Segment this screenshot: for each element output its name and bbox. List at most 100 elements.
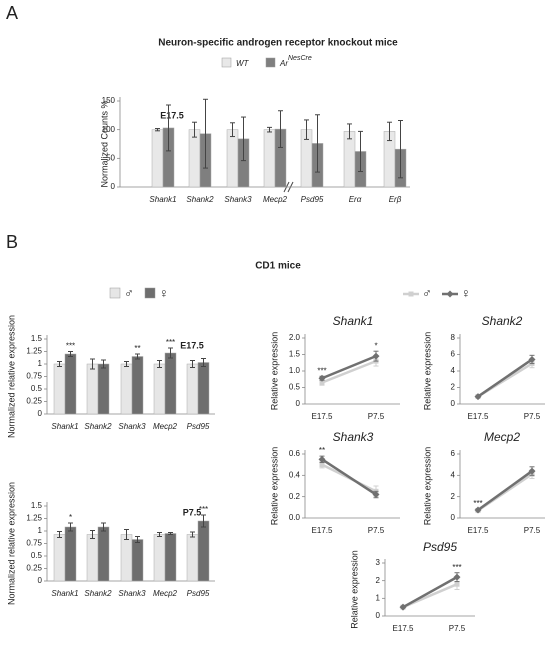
y-tick-label: 1.5 [31, 501, 43, 510]
y-tick-label: 2 [376, 576, 381, 585]
x-tick-label: E17.5 [393, 624, 414, 633]
legend-label: Ar [279, 59, 288, 68]
marker [474, 393, 482, 401]
marker [453, 573, 461, 581]
y-axis-label: Relative expression [269, 447, 279, 526]
bar [120, 363, 133, 415]
x-tick-label: P7.5 [524, 412, 541, 421]
significance: *** [473, 499, 482, 508]
bar [86, 363, 99, 415]
bar [164, 533, 177, 582]
chart-title: Neuron-specific androgen receptor knocko… [158, 38, 398, 49]
y-tick-label: 1.0 [289, 366, 301, 375]
x-tick-label: E17.5 [468, 526, 489, 535]
y-tick-label: 0.5 [31, 551, 43, 560]
y-tick-label: 0.2 [289, 492, 301, 501]
x-tick-label: Shank2 [84, 422, 112, 431]
legend-label: ♀ [461, 285, 471, 300]
bar [186, 534, 199, 582]
y-tick-label: 0.25 [26, 564, 42, 573]
y-tick-label: 0 [296, 399, 301, 408]
x-tick-label: E17.5 [312, 526, 333, 535]
x-tick-label: Shank1 [51, 422, 78, 431]
x-tick-label: Shank2 [84, 589, 112, 598]
x-tick-label: Erα [349, 195, 362, 204]
line [402, 576, 458, 609]
x-tick-label: P7.5 [449, 624, 466, 633]
x-tick-label: Shank2 [186, 195, 214, 204]
y-tick-label: 100 [102, 125, 116, 134]
panel-label: B [6, 232, 18, 252]
significance: ** [134, 344, 140, 353]
marker [319, 380, 325, 386]
marker [399, 603, 407, 611]
y-tick-label: 1 [38, 359, 43, 368]
legend-label: ♂ [422, 285, 432, 300]
significance: *** [199, 505, 208, 514]
x-tick-label: Erβ [389, 195, 402, 204]
y-tick-label: 0 [451, 399, 456, 408]
x-tick-label: Shank3 [224, 195, 252, 204]
bar [131, 539, 144, 582]
bar [120, 534, 133, 582]
y-tick-label: 1.25 [26, 514, 42, 523]
significance: *** [66, 342, 75, 351]
x-tick-label: P7.5 [368, 412, 385, 421]
y-tick-label: 2 [451, 492, 456, 501]
bar [343, 131, 356, 188]
y-tick-label: 0.75 [26, 539, 42, 548]
y-tick-label: 6 [451, 350, 456, 359]
y-tick-label: 0 [376, 611, 381, 620]
line [321, 359, 377, 384]
bar [97, 363, 110, 415]
y-tick-label: 4 [451, 366, 456, 375]
bar [64, 526, 77, 582]
x-tick-label: Mecp2 [153, 589, 178, 598]
bar [164, 352, 177, 415]
y-tick-label: 2.0 [289, 333, 301, 342]
y-tick-label: 0.5 [289, 383, 301, 392]
y-axis-label: Normalized relative expression [6, 482, 16, 605]
y-tick-label: 0 [451, 513, 456, 522]
legend-swatch [221, 57, 232, 68]
x-tick-label: E17.5 [468, 412, 489, 421]
y-axis-label: Normalized Counts % [99, 100, 109, 187]
marker [372, 491, 380, 499]
annotation: E17.5 [180, 340, 204, 350]
legend-label: ♀ [159, 285, 169, 300]
y-tick-label: 0 [38, 576, 43, 585]
legend-label: ♂ [124, 285, 134, 300]
legend-swatch [109, 287, 121, 299]
bar [197, 520, 210, 582]
legend-swatch [144, 287, 156, 299]
bar [186, 363, 199, 415]
x-tick-label: Shank1 [149, 195, 176, 204]
x-tick-label: Psd95 [187, 589, 210, 598]
chart-title: Shank3 [333, 430, 374, 444]
y-tick-label: 0 [111, 182, 116, 191]
y-tick-label: 0.0 [289, 513, 301, 522]
x-tick-label: Mecp2 [263, 195, 288, 204]
bar [86, 534, 99, 582]
legend-label: WT [236, 59, 250, 68]
bar [263, 129, 276, 188]
marker [454, 581, 460, 587]
panel-label: A [6, 3, 18, 23]
marker [319, 462, 325, 468]
significance: * [69, 513, 72, 522]
bar [53, 363, 66, 415]
bar [131, 356, 144, 415]
marker [446, 290, 454, 298]
x-tick-label: P7.5 [368, 526, 385, 535]
y-tick-label: 8 [451, 333, 456, 342]
x-tick-label: P7.5 [524, 526, 541, 535]
significance: *** [317, 366, 326, 375]
x-tick-label: Psd95 [187, 422, 210, 431]
y-tick-label: 150 [102, 96, 116, 105]
y-tick-label: 0.75 [26, 372, 42, 381]
significance: * [374, 341, 377, 350]
marker [318, 374, 326, 382]
annotation: P7.5 [183, 507, 202, 517]
x-tick-label: Shank1 [51, 589, 78, 598]
